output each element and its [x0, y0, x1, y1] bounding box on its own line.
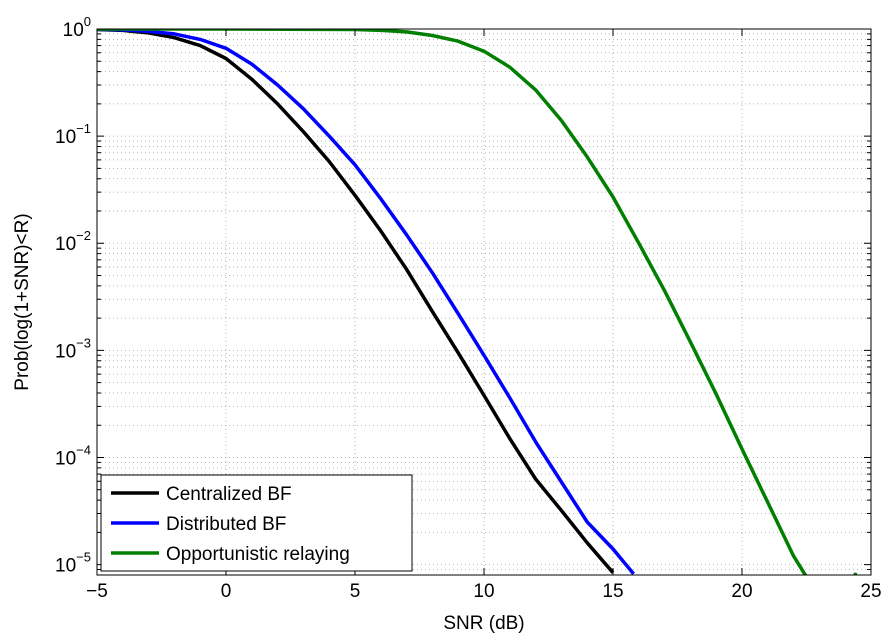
y-tick-base: 10 [55, 341, 76, 362]
x-tick-label: 0 [221, 581, 232, 602]
series-line-2 [97, 29, 635, 575]
series-lines [97, 29, 858, 575]
y-tick-label: 10−4 [55, 442, 91, 469]
x-tick-label: 5 [350, 581, 361, 602]
y-tick-base: 10 [55, 127, 76, 148]
x-axis-label: SNR (dB) [443, 613, 524, 634]
y-tick-label: 10−2 [55, 228, 91, 255]
x-tick-label: 10 [473, 581, 494, 602]
legend-label: Distributed BF [166, 514, 286, 535]
y-tick-label: 100 [63, 14, 91, 41]
y-tick-exponent: 0 [84, 14, 91, 29]
series-line-1 [97, 29, 615, 574]
y-tick-exponent: −5 [76, 550, 91, 565]
y-tick-exponent: −3 [76, 335, 91, 350]
y-tick-exponent: −2 [76, 228, 91, 243]
x-tick-label: 25 [860, 581, 881, 602]
y-tick-base: 10 [55, 234, 76, 255]
y-axis-label: Prob(log(1+SNR)<R) [12, 213, 33, 390]
y-tick-exponent: −1 [76, 121, 91, 136]
y-tick-label: 10−1 [55, 121, 91, 148]
y-tick-label: 10−3 [55, 335, 91, 362]
x-tick-label: 20 [731, 581, 752, 602]
tick-marks [96, 28, 872, 576]
y-tick-base: 10 [55, 448, 76, 469]
y-tick-base: 10 [63, 20, 84, 41]
x-tick-label: −5 [86, 581, 108, 602]
legend: Centralized BF Distributed BF Opportunisti… [100, 474, 413, 572]
legend-label: Centralized BF [166, 484, 292, 505]
y-tick-exponent: −4 [76, 442, 91, 457]
legend-label: Opportunistic relaying [166, 544, 350, 565]
x-tick-label: 15 [602, 581, 623, 602]
x-tick-labels: −5 0 5 10 15 20 25 [86, 581, 881, 602]
y-tick-label: 10−5 [55, 550, 91, 577]
y-tick-base: 10 [55, 556, 76, 577]
series-line-3 [97, 29, 858, 575]
